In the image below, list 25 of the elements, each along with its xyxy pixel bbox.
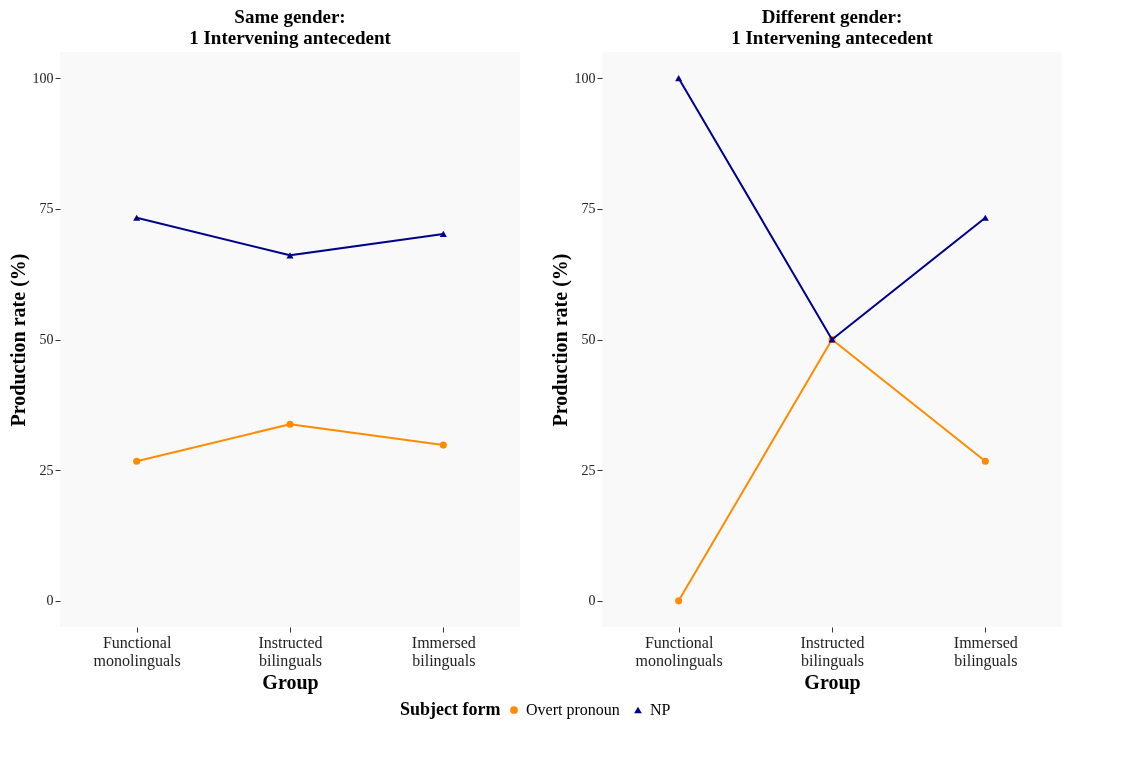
x-tick-label: Functional monolinguals bbox=[93, 633, 181, 670]
y-tick-label: 100 bbox=[32, 70, 54, 86]
legend-label: NP bbox=[650, 701, 671, 718]
x-tick-label: Instructed bilinguals bbox=[800, 633, 865, 670]
chart-title: Different gender: 1 Intervening antecedent bbox=[731, 6, 934, 48]
y-tick-label: 0 bbox=[46, 593, 54, 609]
x-tick-label: Immersed bilinguals bbox=[411, 633, 476, 670]
y-tick-label: 75 bbox=[581, 201, 596, 217]
x-tick-label: Functional monolinguals bbox=[635, 633, 723, 670]
y-tick-label: 0 bbox=[588, 593, 596, 609]
y-axis-title: Production rate (%) bbox=[6, 253, 30, 427]
chart-title: Same gender: 1 Intervening antecedent bbox=[189, 6, 392, 48]
x-axis-title: Group bbox=[804, 670, 861, 694]
y-tick-label: 75 bbox=[39, 201, 54, 217]
x-tick-label: Instructed bilinguals bbox=[258, 633, 323, 670]
y-tick-label: 50 bbox=[39, 332, 54, 347]
y-tick-label: 50 bbox=[581, 332, 596, 347]
x-tick-label: Immersed bilinguals bbox=[953, 633, 1018, 670]
legend-title: Subject form bbox=[400, 699, 501, 719]
y-axis-title: Production rate (%) bbox=[548, 253, 572, 427]
y-tick-label: 100 bbox=[574, 70, 596, 86]
x-axis-title: Group bbox=[262, 670, 319, 694]
legend-label: Overt pronoun bbox=[526, 701, 620, 719]
y-tick-label: 25 bbox=[581, 462, 596, 478]
y-tick-label: 25 bbox=[39, 462, 54, 478]
